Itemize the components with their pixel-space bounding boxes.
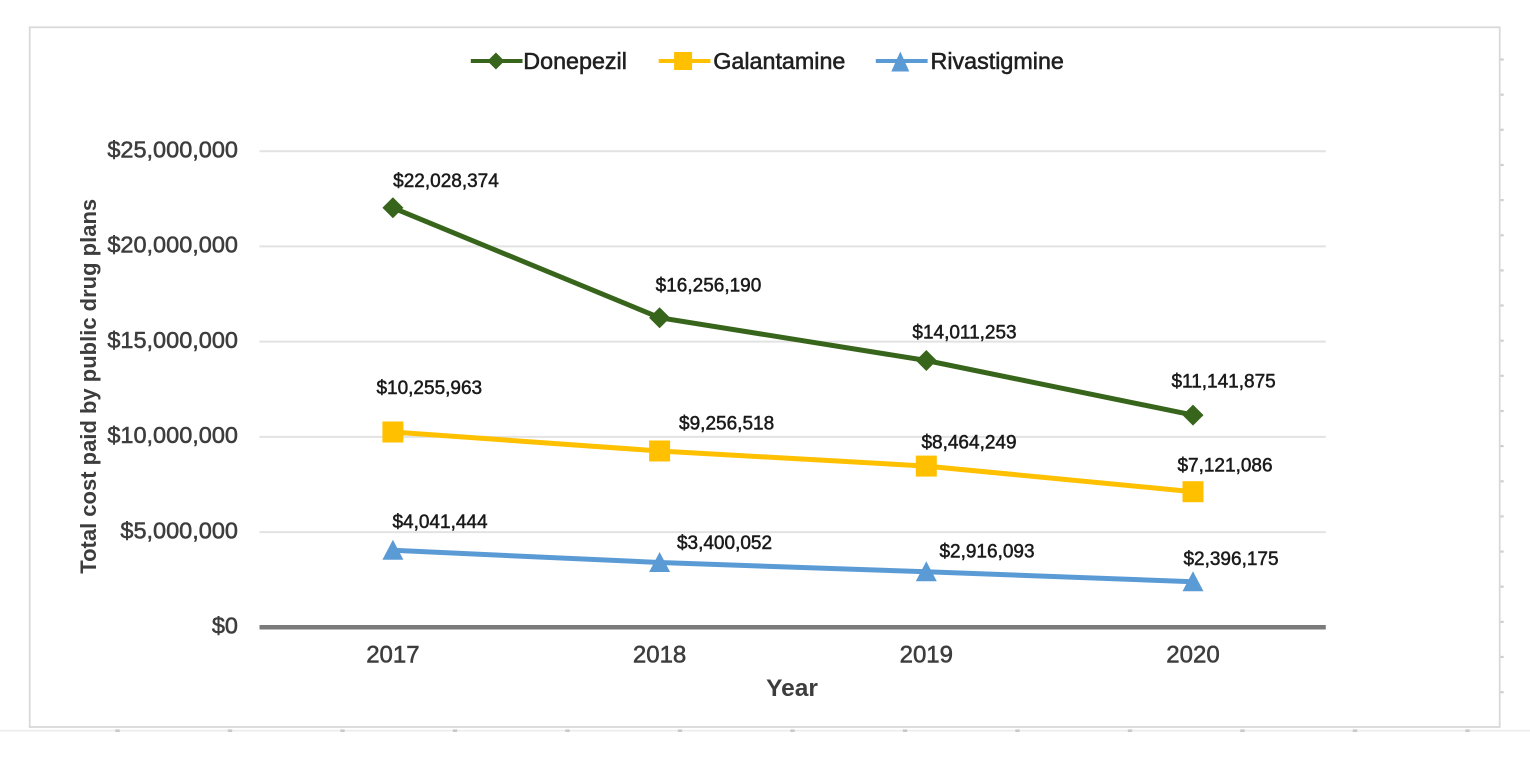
svg-text:$4,041,444: $4,041,444 [392, 512, 488, 533]
svg-text:$7,121,086: $7,121,086 [1177, 456, 1272, 477]
svg-text:$5,000,000: $5,000,000 [120, 517, 238, 543]
svg-text:$3,400,052: $3,400,052 [677, 533, 772, 554]
svg-text:$15,000,000: $15,000,000 [107, 327, 238, 353]
svg-text:2018: 2018 [633, 642, 686, 669]
svg-text:$2,396,175: $2,396,175 [1183, 549, 1278, 570]
svg-text:$0: $0 [212, 613, 238, 639]
svg-text:$22,028,374: $22,028,374 [393, 171, 499, 192]
svg-text:$11,141,875: $11,141,875 [1171, 371, 1275, 392]
svg-text:Total cost paid by public drug: Total cost paid by public drug plans [76, 199, 101, 574]
svg-text:Donepezil: Donepezil [523, 48, 627, 74]
svg-text:$16,256,190: $16,256,190 [656, 276, 762, 297]
svg-text:$9,256,518: $9,256,518 [679, 414, 774, 435]
svg-text:$14,011,253: $14,011,253 [912, 323, 1016, 344]
svg-text:$20,000,000: $20,000,000 [107, 232, 238, 258]
svg-text:$25,000,000: $25,000,000 [107, 137, 238, 163]
svg-text:Rivastigmine: Rivastigmine [931, 48, 1064, 74]
svg-text:2019: 2019 [900, 642, 953, 669]
svg-text:$10,000,000: $10,000,000 [107, 422, 238, 448]
svg-text:Galantamine: Galantamine [713, 48, 845, 74]
svg-text:$10,255,963: $10,255,963 [376, 378, 482, 399]
svg-text:$2,916,093: $2,916,093 [939, 542, 1034, 563]
svg-text:2017: 2017 [366, 642, 419, 669]
svg-text:2020: 2020 [1166, 642, 1219, 669]
svg-text:$8,464,249: $8,464,249 [921, 433, 1016, 454]
svg-text:Year: Year [766, 675, 818, 702]
